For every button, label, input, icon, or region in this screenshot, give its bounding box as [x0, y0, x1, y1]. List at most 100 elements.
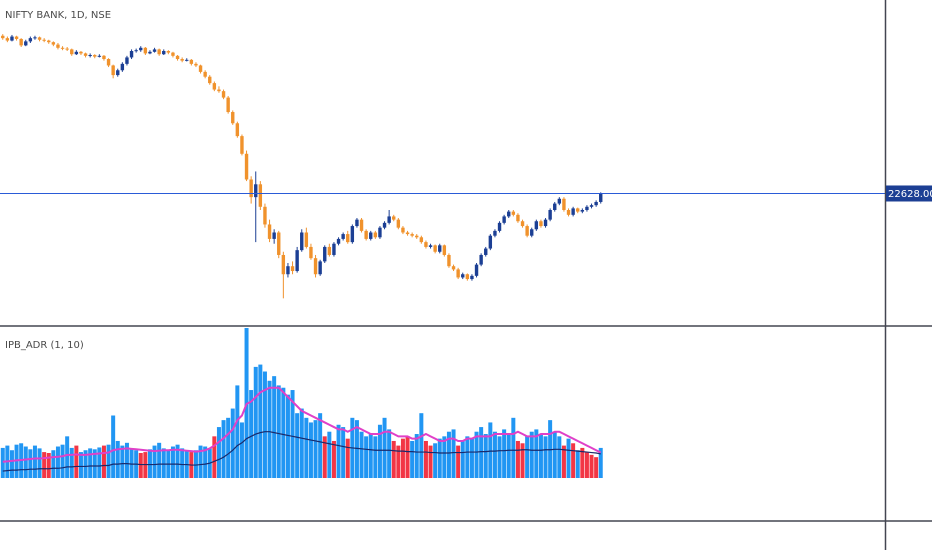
candle-body: [474, 264, 479, 276]
bar: [580, 447, 585, 479]
indicator-title: IPB_ADR (1, 10): [5, 340, 84, 351]
bar: [249, 390, 254, 479]
candle-body: [125, 57, 129, 64]
bar: [152, 445, 157, 479]
candle-body: [226, 97, 230, 113]
bar: [575, 450, 580, 479]
candle-body: [267, 224, 272, 239]
bar: [258, 364, 263, 479]
bar: [313, 420, 318, 479]
candle-body: [369, 232, 373, 239]
bar: [405, 436, 410, 479]
candle-body: [97, 55, 102, 57]
bar: [299, 408, 304, 479]
candle-body: [24, 41, 28, 46]
candle-body: [166, 51, 171, 53]
candle-body: [525, 226, 529, 236]
candle-body: [447, 254, 451, 267]
candle-body: [355, 219, 359, 227]
bar: [0, 447, 5, 479]
candle-body: [258, 184, 263, 207]
bar: [488, 422, 493, 479]
bar: [520, 443, 525, 479]
candle-body: [65, 48, 69, 50]
bar: [65, 436, 70, 479]
bar: [341, 427, 346, 479]
candle-body: [28, 38, 33, 42]
bar: [396, 445, 401, 479]
candle-body: [456, 269, 460, 278]
candle-body: [231, 112, 235, 124]
candle-body: [139, 47, 143, 51]
candle-body: [488, 235, 493, 249]
bar: [433, 443, 438, 479]
bar: [506, 434, 511, 479]
bar: [529, 431, 534, 479]
bar: [42, 452, 47, 479]
candle-body: [157, 49, 161, 55]
candle-body: [152, 49, 157, 52]
candle-body: [332, 243, 336, 255]
candle-body: [5, 38, 10, 41]
candle-body: [116, 70, 120, 76]
candle-body: [74, 51, 79, 55]
candle-body: [479, 254, 483, 265]
candle-body: [263, 206, 267, 225]
bar: [465, 436, 470, 479]
candle-body: [415, 235, 419, 238]
bar: [106, 444, 111, 479]
bar: [267, 380, 272, 479]
bar: [538, 434, 543, 479]
candle-body: [134, 50, 138, 52]
candle-body: [221, 91, 226, 98]
bar: [88, 448, 93, 479]
candle-body: [378, 227, 382, 238]
candle-body: [589, 205, 594, 207]
candle-body: [562, 198, 566, 210]
candle-body: [1, 35, 5, 39]
candle-body: [143, 47, 148, 54]
candle-body: [83, 53, 88, 56]
candle-body: [42, 39, 46, 41]
candle-body: [382, 222, 387, 228]
candle-body: [244, 153, 249, 180]
bar: [566, 438, 571, 479]
bar: [359, 431, 364, 479]
candle-body: [106, 59, 111, 66]
bar: [276, 385, 281, 479]
candle-body: [387, 216, 391, 223]
candle-body: [240, 136, 244, 154]
marks: [0, 34, 885, 479]
bar: [304, 417, 309, 479]
bar: [387, 429, 392, 479]
bar: [230, 408, 235, 479]
candle-body: [208, 76, 212, 84]
candle-body: [364, 230, 368, 239]
candle-body: [277, 232, 281, 255]
candle-body: [120, 63, 125, 71]
candle-body: [290, 266, 295, 272]
bar: [37, 448, 42, 479]
bar: [400, 438, 405, 479]
candle-body: [520, 221, 525, 227]
bar: [571, 443, 576, 479]
bar: [543, 436, 548, 479]
bar: [410, 440, 415, 479]
candle-body: [300, 232, 304, 251]
candle-body: [428, 245, 433, 247]
price-label: 22628.00: [888, 189, 932, 200]
candle-body: [341, 234, 345, 239]
candle-body: [438, 245, 442, 252]
bar: [414, 434, 419, 479]
bar: [368, 434, 373, 479]
bar: [216, 427, 221, 479]
candle-body: [433, 245, 437, 252]
candle-body: [373, 232, 378, 238]
bar: [180, 448, 185, 479]
bar: [51, 450, 56, 479]
bar: [55, 446, 60, 479]
bar: [239, 422, 244, 479]
bar: [9, 450, 14, 479]
candle-body: [350, 226, 355, 243]
